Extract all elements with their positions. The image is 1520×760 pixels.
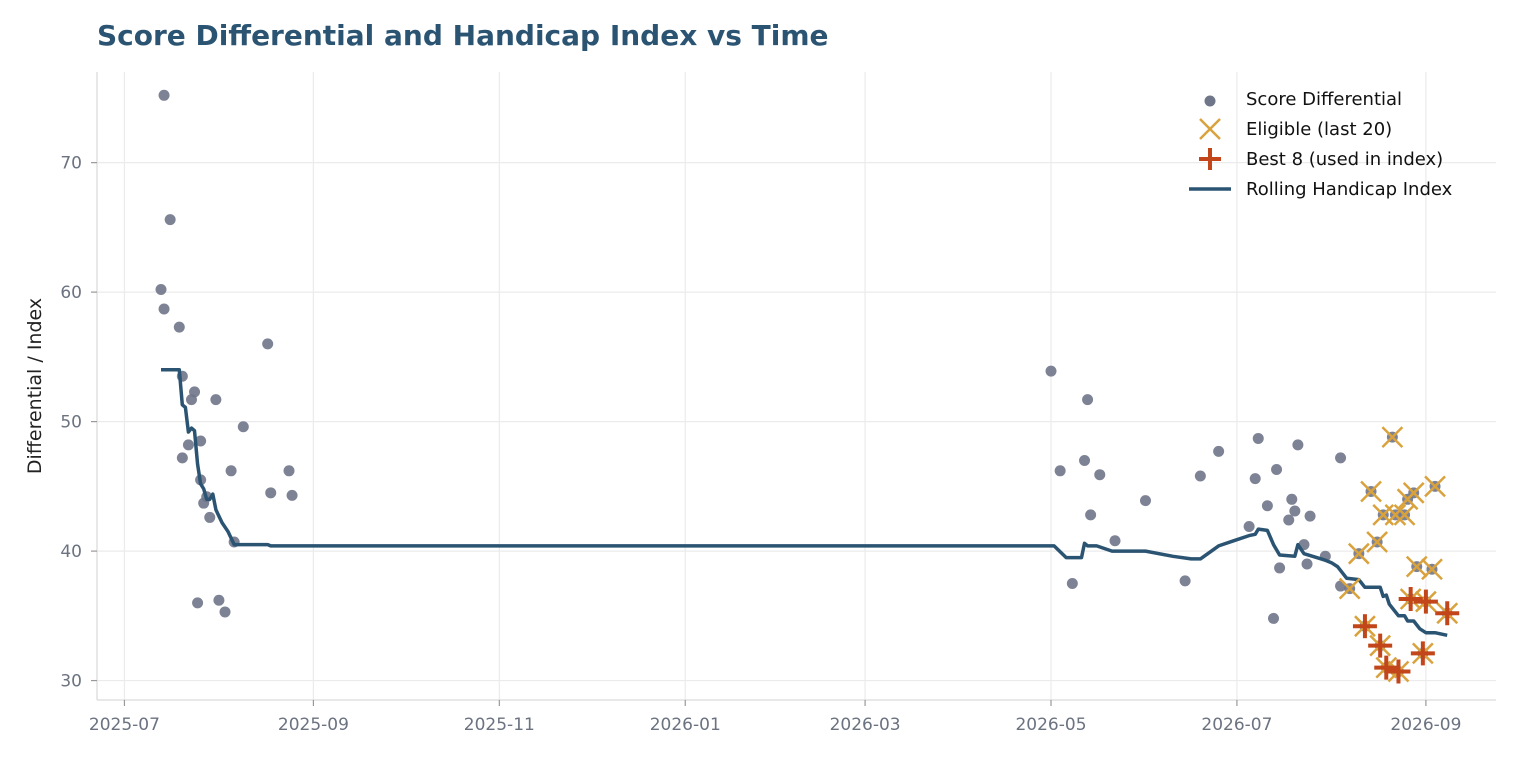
y-axis-ticks: 30 40 50 60 70 xyxy=(60,154,97,692)
legend-label: Eligible (last 20) xyxy=(1246,119,1392,140)
legend-dot-icon xyxy=(1204,95,1216,107)
best8-marker xyxy=(1435,601,1460,626)
score-point xyxy=(195,435,207,447)
score-point xyxy=(1243,520,1255,532)
x-axis-ticks: 2025-07 2025-09 2025-11 2026-01 2026-03 2026-… xyxy=(89,700,1461,735)
best8-marker xyxy=(1386,659,1411,684)
score-point xyxy=(164,214,176,226)
y-tick-label: 40 xyxy=(60,542,82,562)
score-point xyxy=(155,284,167,296)
chart-title: Score Differential and Handicap Index vs… xyxy=(97,19,829,52)
score-point xyxy=(173,321,185,333)
axes xyxy=(96,72,1496,701)
eligible-marker xyxy=(1338,577,1361,600)
y-axis-label: Differential / Index xyxy=(24,298,46,474)
score-point xyxy=(213,594,225,606)
best8-marker xyxy=(1374,655,1399,680)
score-point xyxy=(1335,452,1347,464)
y-tick-label: 30 xyxy=(60,672,82,692)
score-point xyxy=(1054,465,1066,477)
score-point xyxy=(189,386,201,398)
y-tick-label: 60 xyxy=(60,283,82,303)
score-point xyxy=(219,606,231,618)
score-point xyxy=(1249,473,1261,485)
best8-marker xyxy=(1398,587,1423,612)
score-point xyxy=(1268,612,1280,624)
y-tick-label: 70 xyxy=(60,154,82,174)
best8-marker xyxy=(1368,633,1393,658)
score-point xyxy=(1274,562,1286,574)
legend-label: Rolling Handicap Index xyxy=(1246,179,1453,200)
x-tick-label: 2025-11 xyxy=(464,715,535,735)
score-point xyxy=(1252,432,1264,444)
score-point xyxy=(182,439,194,451)
eligible-marker xyxy=(1384,503,1407,526)
score-point xyxy=(265,487,277,499)
best8-marker xyxy=(1413,589,1438,614)
x-tick-label: 2026-05 xyxy=(1015,715,1086,735)
legend-item: Rolling Handicap Index xyxy=(1189,179,1453,200)
x-tick-label: 2026-01 xyxy=(650,715,721,735)
score-point xyxy=(1261,500,1273,512)
score-point xyxy=(158,89,170,101)
eligible-marker xyxy=(1347,542,1370,565)
score-point xyxy=(1286,493,1298,505)
score-differential-series xyxy=(155,89,1453,678)
eligible-series xyxy=(1338,426,1459,683)
x-tick-label: 2026-03 xyxy=(830,715,901,735)
score-point xyxy=(1066,577,1078,589)
score-point xyxy=(1289,505,1301,517)
x-tick-label: 2026-09 xyxy=(1390,715,1461,735)
best8-marker xyxy=(1352,614,1377,639)
eligible-marker xyxy=(1424,475,1446,498)
score-point xyxy=(1213,445,1225,457)
eligible-marker xyxy=(1402,481,1425,504)
score-point xyxy=(1109,535,1121,547)
score-point xyxy=(176,452,188,464)
x-tick-label: 2025-07 xyxy=(89,715,160,735)
score-point xyxy=(1094,469,1106,481)
score-point xyxy=(1194,470,1206,482)
score-point xyxy=(1301,558,1313,570)
score-point xyxy=(1139,495,1151,507)
eligible-marker xyxy=(1360,480,1382,503)
legend-item: Score Differential xyxy=(1204,89,1402,110)
score-point xyxy=(1079,454,1091,466)
score-point xyxy=(1085,509,1097,521)
best8-series xyxy=(1352,587,1460,684)
score-point xyxy=(1292,439,1304,451)
score-point xyxy=(1045,365,1057,377)
score-point xyxy=(237,421,249,433)
score-point xyxy=(192,597,204,609)
legend-item: Eligible (last 20) xyxy=(1199,118,1392,140)
x-tick-label: 2025-09 xyxy=(278,715,349,735)
y-tick-label: 50 xyxy=(60,413,82,433)
legend-label: Score Differential xyxy=(1246,89,1402,110)
score-point xyxy=(1304,510,1316,522)
index-line xyxy=(161,368,1448,638)
legend: Score Differential Eligible (last 20) Best… xyxy=(1189,89,1453,200)
eligible-marker xyxy=(1366,531,1389,553)
rolling-index-series xyxy=(161,368,1448,638)
score-point xyxy=(262,338,274,350)
score-point xyxy=(158,303,170,315)
x-tick-label: 2026-07 xyxy=(1201,715,1272,735)
score-point xyxy=(1271,464,1283,476)
eligible-marker xyxy=(1381,426,1404,449)
score-point xyxy=(210,394,222,406)
legend-item: Best 8 (used in index) xyxy=(1199,148,1443,170)
score-point xyxy=(204,511,216,523)
legend-label: Best 8 (used in index) xyxy=(1246,149,1443,170)
score-point xyxy=(225,465,237,477)
score-point xyxy=(1283,514,1295,526)
legend-plus-icon xyxy=(1199,148,1221,170)
score-point xyxy=(1082,394,1094,406)
best8-marker xyxy=(1410,641,1435,666)
score-point xyxy=(1179,575,1191,587)
score-point xyxy=(283,465,295,477)
eligible-marker xyxy=(1421,558,1443,581)
legend-x-icon xyxy=(1199,118,1221,140)
score-point xyxy=(286,489,298,501)
